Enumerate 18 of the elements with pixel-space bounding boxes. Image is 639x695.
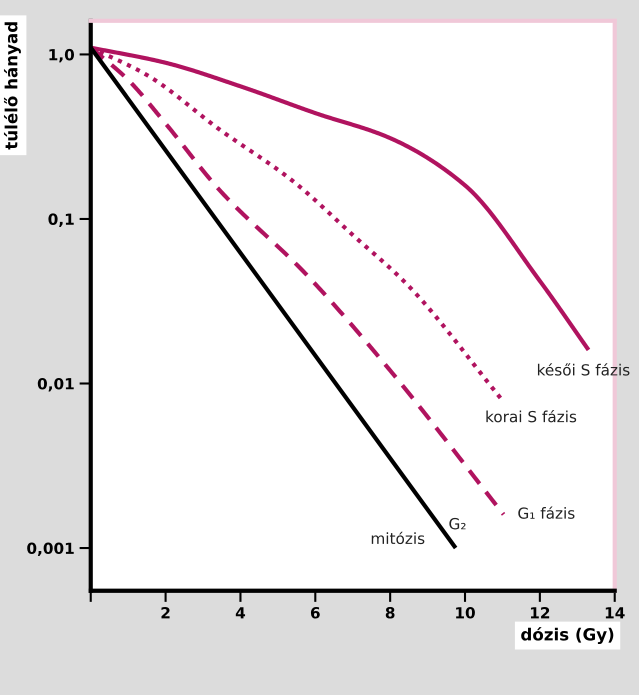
x-tick-label: 2 xyxy=(161,606,170,618)
y-tick-label: 0,001 xyxy=(27,542,74,556)
y-tick-label: 0,01 xyxy=(38,378,74,392)
x-tick-label: 8 xyxy=(386,606,395,619)
x-tick-label: 6 xyxy=(310,607,320,619)
y-tick-label: 1,0 xyxy=(49,48,74,62)
series-label: mitózis xyxy=(372,532,424,544)
x-axis-title: dózis (Gy) xyxy=(521,627,614,644)
x-tick-label: 10 xyxy=(456,606,475,619)
x-tick-label: 12 xyxy=(530,606,550,618)
series-label: G₁ fázis xyxy=(518,506,574,519)
y-axis-title: túlélő hányad xyxy=(4,22,21,150)
x-tick-label: 14 xyxy=(606,607,625,618)
annotation: G₂ xyxy=(449,518,466,530)
series-label: korai S fázis xyxy=(486,410,576,422)
x-tick-label: 4 xyxy=(236,607,246,618)
series-label: késői S fázis xyxy=(538,363,630,376)
y-tick-label: 0,1 xyxy=(48,213,74,227)
